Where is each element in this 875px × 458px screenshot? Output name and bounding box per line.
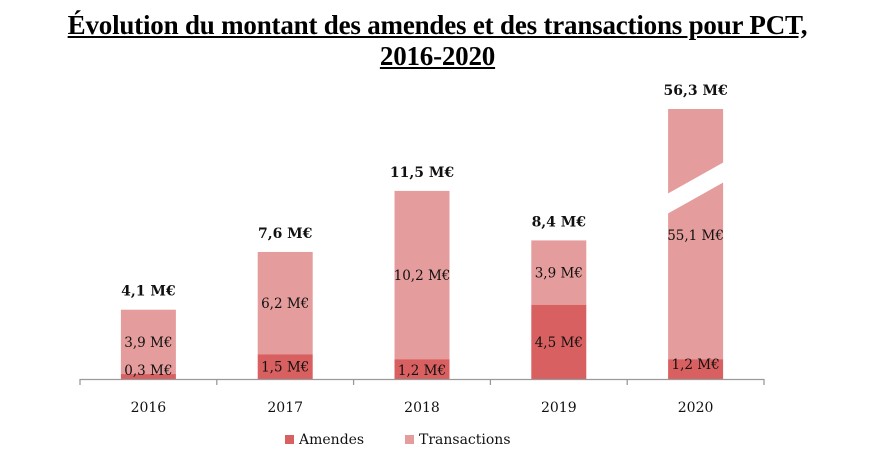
data-label-amendes-2019: 4,5 M€	[535, 335, 583, 351]
legend-label-transactions: Transactions	[419, 432, 511, 448]
data-label-amendes-2020: 1,2 M€	[672, 357, 720, 373]
total-label-2019: 8,4 M€	[532, 214, 587, 230]
x-tick-label-2020: 2020	[678, 400, 714, 416]
legend-label-amendes: Amendes	[298, 432, 364, 448]
legend-swatch-transactions	[405, 435, 414, 444]
bar-amendes-2019	[531, 304, 587, 379]
bar-transactions-2016	[120, 309, 176, 375]
axis-break-marker	[667, 162, 725, 214]
data-label-transactions-2016: 3,9 M€	[124, 335, 172, 351]
bar-amendes-2020	[668, 359, 724, 379]
data-label-amendes-2016: 0,3 M€	[124, 363, 172, 379]
bar-transactions-2018	[394, 190, 450, 360]
data-label-amendes-2018: 1,2 M€	[398, 363, 446, 379]
data-label-transactions-2019: 3,9 M€	[535, 266, 583, 282]
bar-transactions-2019	[531, 240, 587, 305]
bar-transactions-2020	[668, 109, 724, 360]
total-label-2018: 11,5 M€	[390, 165, 454, 181]
bar-amendes-2018	[394, 359, 450, 379]
legend-swatch-amendes	[285, 435, 294, 444]
data-label-transactions-2020: 55,1 M€	[667, 228, 724, 244]
data-label-amendes-2017: 1,5 M€	[261, 360, 309, 376]
x-tick-label-2018: 2018	[404, 400, 440, 416]
chart-title-line-1: Évolution du montant des amendes et des …	[67, 10, 808, 40]
total-label-2020: 56,3 M€	[663, 83, 727, 99]
total-label-2017: 7,6 M€	[258, 226, 313, 242]
data-label-transactions-2017: 6,2 M€	[261, 296, 309, 312]
bar-amendes-2016	[120, 374, 176, 379]
x-tick-label-2016: 2016	[131, 400, 167, 416]
x-tick-label-2017: 2017	[267, 400, 303, 416]
total-label-2016: 4,1 M€	[121, 284, 176, 300]
x-tick-label-2019: 2019	[541, 400, 577, 416]
bar-amendes-2017	[257, 354, 313, 379]
chart-title-line-2: 2016-2020	[379, 41, 496, 71]
bar-transactions-2017	[257, 251, 313, 355]
data-label-transactions-2018: 10,2 M€	[394, 268, 451, 284]
